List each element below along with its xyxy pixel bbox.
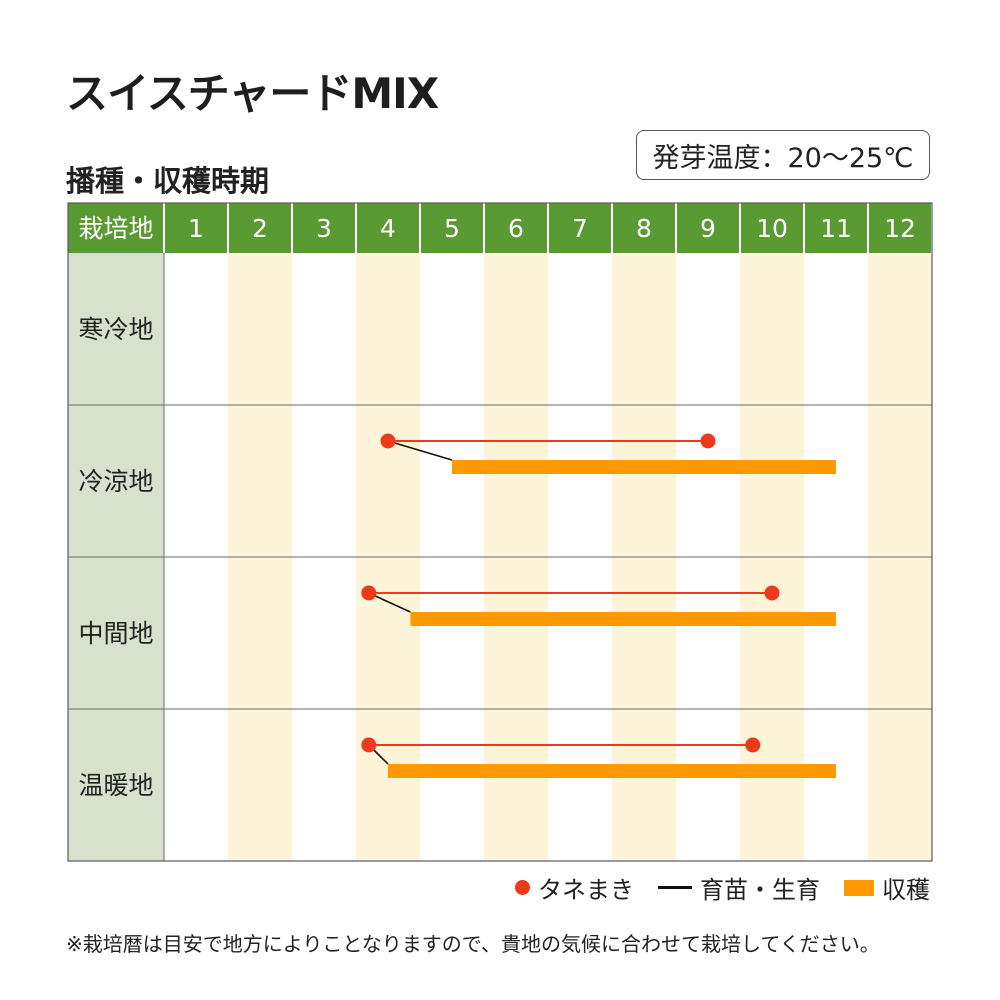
chart-frame	[67, 202, 933, 862]
month-label: 6	[508, 214, 524, 243]
chart-subtitle: 播種・収穫時期	[66, 164, 270, 198]
sowing-start-dot	[380, 433, 396, 449]
legend-label-sowing: タネまき	[538, 876, 634, 904]
sowing-end-dot	[745, 737, 761, 753]
chart-header-bg	[68, 203, 932, 253]
sowing-start-dot	[361, 737, 377, 753]
legend-item-sowing: タネまき	[515, 870, 634, 905]
seedling-line	[368, 592, 411, 613]
chart-legend: タネまき 育苗・生育 収穫	[515, 870, 930, 905]
month-label: 7	[572, 214, 588, 243]
germination-temp-text: 発芽温度：20～25℃	[652, 142, 914, 174]
seedling-line-icon	[658, 886, 692, 889]
sowing-end-dot	[700, 433, 716, 449]
month-label: 3	[316, 214, 332, 243]
sowing-start-dot	[361, 585, 377, 601]
month-label: 12	[884, 214, 916, 243]
legend-label-seedling: 育苗・生育	[700, 876, 820, 904]
month-label: 8	[636, 214, 652, 243]
harvest-bar	[452, 460, 836, 474]
month-label: 2	[252, 214, 268, 243]
seedling-line	[387, 440, 453, 461]
month-label: 1	[188, 214, 204, 243]
legend-label-harvest: 収穫	[882, 876, 930, 904]
sowing-dot-icon	[515, 880, 530, 895]
month-label: 10	[756, 214, 788, 243]
legend-item-harvest: 収穫	[844, 870, 930, 905]
month-label: 5	[444, 214, 460, 243]
corner-label: 栽培地	[78, 214, 153, 243]
germination-temp-badge: 発芽温度：20～25℃	[636, 130, 930, 180]
footnote: ※栽培暦は目安で地方によりことなりますので、貴地の気候に合わせて栽培してください…	[66, 932, 880, 956]
region-label: 冷涼地	[78, 467, 153, 496]
legend-item-seedling: 育苗・生育	[658, 870, 820, 905]
harvest-bar	[410, 612, 836, 626]
region-label: 寒冷地	[78, 315, 153, 344]
harvest-bar-icon	[844, 879, 874, 896]
month-label: 4	[380, 214, 396, 243]
month-label: 11	[820, 214, 852, 243]
sowing-end-dot	[764, 585, 780, 601]
region-label: 中間地	[78, 619, 153, 648]
page-title: スイスチャードMIX	[66, 69, 439, 118]
harvest-bar	[388, 764, 836, 778]
region-label: 温暖地	[78, 771, 153, 800]
month-label: 9	[700, 214, 716, 243]
